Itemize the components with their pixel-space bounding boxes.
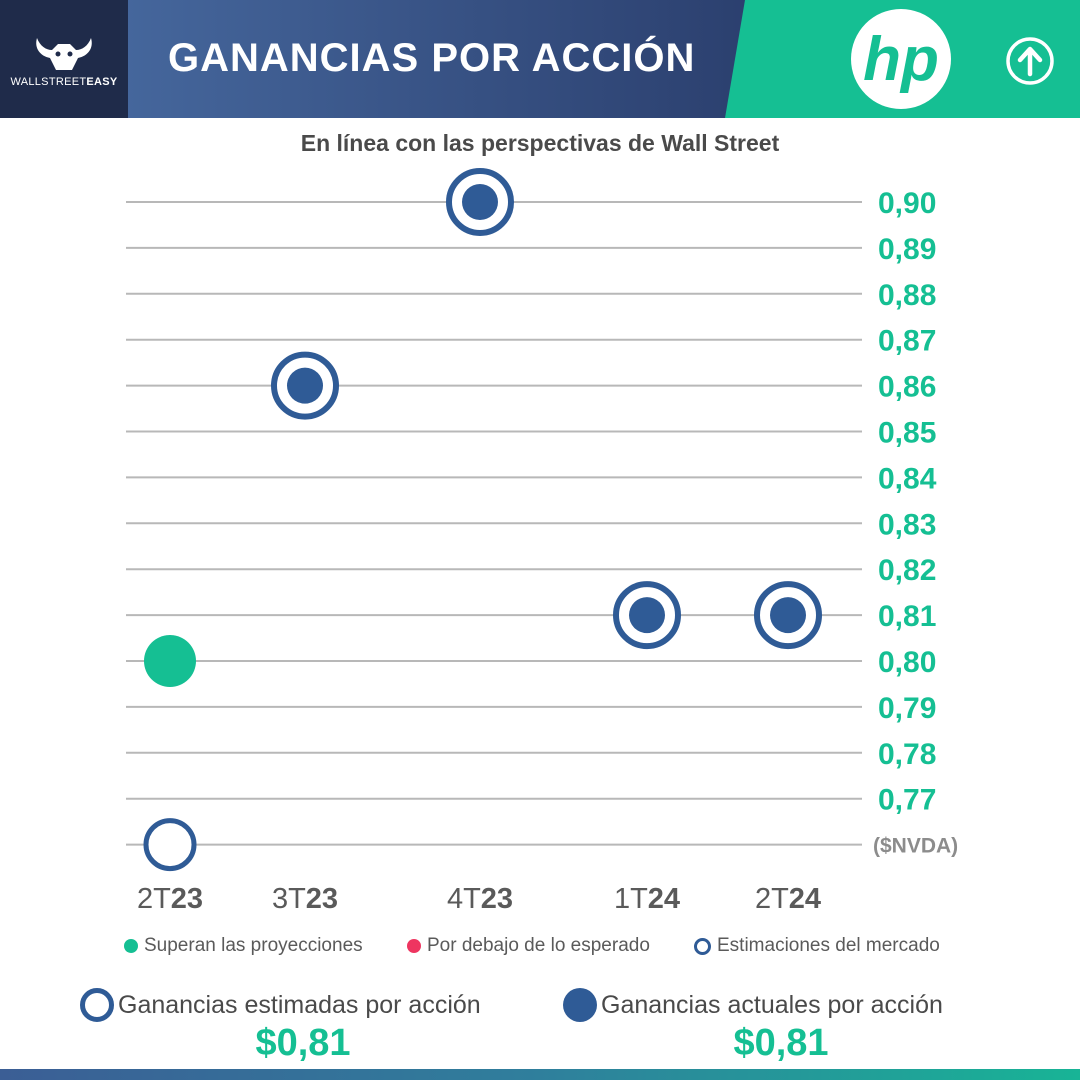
actual-point bbox=[629, 597, 665, 634]
ring-icon bbox=[694, 937, 711, 955]
y-tick-label: 0,90 bbox=[878, 187, 936, 220]
green-dot-icon bbox=[124, 939, 138, 953]
estimated-eps: Ganancias estimadas por acción bbox=[80, 988, 481, 1022]
filled-dot-icon bbox=[563, 988, 597, 1022]
brand-logo: WALLSTREETEASY bbox=[0, 0, 128, 118]
estimated-eps-value: $0,81 bbox=[255, 1022, 351, 1064]
legend-beat-label: Superan las proyecciones bbox=[144, 935, 363, 956]
y-tick-label: 0,78 bbox=[878, 738, 936, 771]
legend-below: Por debajo de lo esperado bbox=[407, 935, 650, 957]
x-tick-label: 1T24 bbox=[614, 883, 680, 915]
header: WALLSTREETEASY GANANCIAS POR ACCIÓN hp bbox=[0, 0, 1080, 118]
bull-icon bbox=[36, 38, 92, 70]
ring-icon bbox=[80, 988, 114, 1022]
eps-chart: 0,90 0,89 0,88 0,87 0,86 0,85 0,84 0,83 0,82 0,81… bbox=[126, 168, 958, 915]
actual-eps: Ganancias actuales por acción bbox=[563, 988, 943, 1022]
x-tick-label: 2T24 bbox=[755, 883, 821, 915]
y-tick-label: 0,89 bbox=[878, 233, 936, 266]
y-tick-label: 0,80 bbox=[878, 646, 936, 679]
x-tick-label: 2T23 bbox=[137, 883, 203, 915]
y-tick-label: 0,84 bbox=[878, 462, 937, 495]
brand-name: WALLSTREETEASY bbox=[10, 76, 118, 88]
legend-beat: Superan las proyecciones bbox=[124, 935, 363, 957]
y-tick-label: 0,79 bbox=[878, 692, 936, 725]
hp-logo: hp bbox=[851, 9, 951, 109]
chart-title: En línea con las perspectivas de Wall St… bbox=[300, 130, 780, 156]
page-title: GANANCIAS POR ACCIÓN bbox=[168, 36, 696, 80]
arrow-up-circle-icon bbox=[1006, 37, 1054, 85]
actual-point bbox=[144, 635, 196, 687]
y-tick-label: 0,88 bbox=[878, 279, 936, 312]
legend-below-label: Por debajo de lo esperado bbox=[427, 935, 650, 956]
y-tick-label: 0,83 bbox=[878, 508, 936, 541]
y-tick-label: 0,87 bbox=[878, 325, 936, 358]
legend: Superan las proyecciones Por debajo de l… bbox=[0, 935, 1080, 961]
y-tick-label: 0,82 bbox=[878, 554, 936, 587]
x-tick-label: 3T23 bbox=[272, 883, 338, 915]
legend-estimate: Estimaciones del mercado bbox=[694, 935, 940, 957]
y-tick-label: 0,81 bbox=[878, 600, 936, 633]
actual-point bbox=[287, 367, 323, 404]
x-tick-label: 4T23 bbox=[447, 883, 513, 915]
actual-point bbox=[462, 184, 498, 220]
actual-eps-label: Ganancias actuales por acción bbox=[601, 990, 943, 1019]
red-dot-icon bbox=[407, 939, 421, 953]
actual-point bbox=[770, 597, 806, 634]
hp-logo-text: hp bbox=[863, 25, 939, 94]
estimated-eps-label: Ganancias estimadas por acción bbox=[118, 990, 481, 1019]
y-axis-unit-label: ($NVDA) bbox=[873, 835, 958, 858]
legend-estimate-label: Estimaciones del mercado bbox=[717, 935, 940, 956]
y-tick-label: 0,86 bbox=[878, 371, 936, 404]
actual-eps-value: $0,81 bbox=[733, 1022, 829, 1064]
y-tick-label: 0,85 bbox=[878, 417, 936, 450]
estimate-point bbox=[143, 818, 197, 872]
footer-bar bbox=[0, 1069, 1080, 1080]
y-tick-label: 0,77 bbox=[878, 784, 936, 817]
